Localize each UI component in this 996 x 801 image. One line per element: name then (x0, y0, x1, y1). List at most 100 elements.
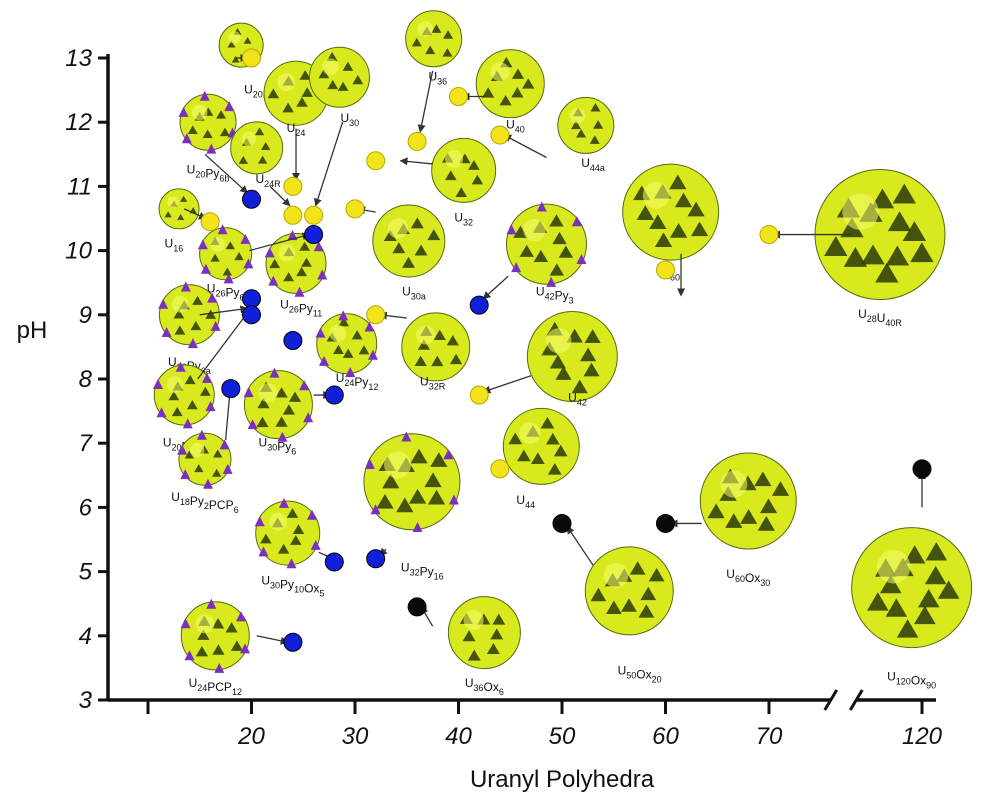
label-base: U (428, 69, 437, 83)
ligand-marker (181, 133, 192, 144)
cluster-facet (292, 524, 305, 535)
cluster-facet (924, 565, 947, 585)
label-base: Ox (636, 667, 651, 681)
cluster-facet (260, 533, 272, 544)
arrow (204, 153, 249, 194)
label-base: Py (555, 289, 569, 303)
y-axis-label: pH (17, 317, 48, 344)
ligand-marker (294, 286, 305, 297)
cluster-facet (199, 386, 211, 396)
arrow (482, 375, 532, 394)
ligand-marker (306, 509, 317, 520)
label-subscript: 11 (313, 308, 322, 318)
label-subscript: 26 (215, 288, 225, 298)
ligand-marker (223, 273, 234, 284)
ligand-marker (364, 321, 375, 332)
ligand-marker (201, 372, 212, 383)
cluster-body (502, 407, 580, 485)
cluster-facet (636, 205, 654, 220)
cluster-label: U26Py6 (207, 281, 245, 302)
label-subscript: 20 (195, 170, 205, 180)
cluster-u32: U32 (431, 137, 497, 228)
label-subscript: 60 (670, 272, 680, 282)
cluster-facet (205, 309, 217, 319)
cluster-highlight (569, 107, 586, 124)
cluster-facet (194, 464, 204, 473)
data-point-yellow (283, 205, 303, 225)
label-base: U (207, 281, 216, 295)
cluster-facet (579, 347, 597, 362)
data-point-blue (283, 632, 303, 652)
label-base: Py (190, 494, 204, 508)
cluster-facet (261, 141, 271, 150)
arrow (199, 305, 249, 316)
cluster-facet (885, 598, 908, 617)
cluster-facet (879, 574, 902, 594)
cluster-body (308, 46, 370, 108)
y-tick-label: 5 (79, 559, 93, 586)
ligand-marker (571, 216, 582, 227)
data-point-blue (469, 295, 489, 315)
label-subscript: 28 (867, 314, 877, 324)
cluster-u60ox30: U60Ox30 (699, 452, 797, 588)
ligand-marker (269, 367, 280, 378)
cluster-facet (168, 391, 180, 401)
cluster-facet (903, 545, 926, 564)
cluster-facet (669, 174, 687, 190)
ligand-marker (278, 497, 289, 508)
cluster-facet (583, 362, 600, 377)
x-tick-label: 20 (237, 723, 265, 750)
ligand-marker (254, 516, 265, 527)
cluster-label: U32Py16 (401, 561, 444, 582)
cluster-highlight (210, 237, 226, 252)
cluster-facet (219, 127, 231, 137)
label-base: U (165, 236, 174, 250)
ligand-marker (196, 429, 207, 440)
ligand-marker (182, 418, 193, 429)
ligand-marker (303, 412, 314, 423)
cluster-facet (376, 493, 394, 509)
cluster-highlight (387, 218, 409, 239)
arrow (197, 310, 249, 380)
cluster-facet (213, 449, 223, 458)
cluster-facet (275, 416, 288, 427)
cluster-body (505, 203, 587, 285)
cluster-highlight (167, 196, 179, 208)
cluster-highlight (172, 295, 189, 313)
cluster-label: U30 (340, 111, 359, 128)
cluster-facet (267, 88, 280, 99)
data-point-yellow (200, 212, 220, 232)
cluster-u24r: U24R (230, 121, 284, 189)
ligand-marker (210, 320, 221, 331)
label-base: U (280, 297, 289, 311)
ligand-marker (247, 419, 258, 430)
cluster-u120ox90: U120Ox90 (851, 527, 973, 691)
cluster-facet (910, 242, 934, 263)
y-tick-label: 10 (65, 238, 92, 265)
cluster-facet (553, 444, 568, 457)
data-point-yellow (304, 205, 324, 225)
cluster-label: U24 (287, 121, 306, 138)
cluster-facet (482, 87, 495, 98)
label-base: U (187, 163, 196, 177)
x-tick-label: 60 (652, 723, 679, 750)
cluster-facet (282, 102, 294, 113)
cluster-facet (707, 503, 725, 519)
cluster-facet (192, 295, 203, 305)
ligand-marker (412, 521, 423, 532)
cluster-label: U44a (581, 156, 605, 173)
label-subscript: 12 (232, 687, 242, 697)
cluster-facet (486, 642, 500, 654)
label-subscript: 16 (173, 243, 183, 253)
cluster-facet (674, 192, 693, 208)
y-tick-label: 13 (65, 45, 92, 72)
label-subscript: 120 (896, 677, 911, 687)
data-point-blue (304, 225, 324, 245)
cluster-u26py6: U26Py6 (197, 224, 254, 302)
cluster-facet (299, 241, 311, 251)
label-subscript: 90 (926, 681, 936, 691)
cluster-facet (212, 644, 225, 655)
cluster-facet (492, 613, 506, 625)
